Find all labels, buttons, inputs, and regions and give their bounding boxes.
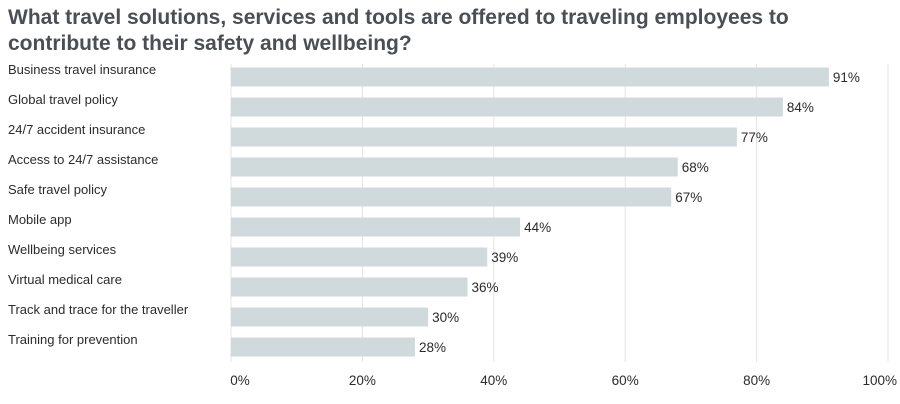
bar-value-label: 44% [524,220,551,235]
bar [231,97,783,117]
x-tick-label: 80% [743,373,770,388]
category-label: 24/7 accident insurance [8,122,145,137]
x-axis-tick-labels: 0% 20% 40% 60% 80% 100% [230,373,897,388]
category-labels: Business travel insurance Global travel p… [8,62,189,347]
bar-value-label: 91% [833,70,860,85]
bar-value-label: 77% [741,130,768,145]
bar [231,247,488,267]
category-label: Training for prevention [8,332,138,347]
bar [231,217,521,237]
bar [231,187,672,207]
chart-title: What travel solutions, services and tool… [8,6,789,55]
category-label: Safe travel policy [8,182,107,197]
x-tick-label: 20% [349,373,376,388]
bar [231,277,468,297]
bar [231,67,829,87]
x-tick-label: 0% [230,373,250,388]
bar-value-label: 30% [432,310,459,325]
bar [231,337,415,357]
category-label: Track and trace for the traveller [8,302,189,317]
bar-value-label: 68% [682,160,709,175]
category-label: Virtual medical care [8,272,122,287]
x-tick-label: 100% [862,373,897,388]
bar-value-label: 67% [675,190,702,205]
category-label: Mobile app [8,212,72,227]
category-label: Global travel policy [8,92,118,107]
bar-value-label: 84% [787,100,814,115]
bar [231,157,678,177]
bar-value-label: 39% [491,250,518,265]
bar-value-label: 28% [419,340,446,355]
x-tick-label: 60% [612,373,639,388]
value-labels: 91% 84% 77% 68% 67% 44% 39% 36% 30% 28% [419,70,860,355]
bar [231,127,737,147]
bar-value-label: 36% [472,280,499,295]
x-tick-label: 40% [480,373,507,388]
category-label: Wellbeing services [8,242,117,257]
bar [231,307,429,327]
category-label: Business travel insurance [8,62,156,77]
category-label: Access to 24/7 assistance [8,152,158,167]
bars [231,67,829,357]
